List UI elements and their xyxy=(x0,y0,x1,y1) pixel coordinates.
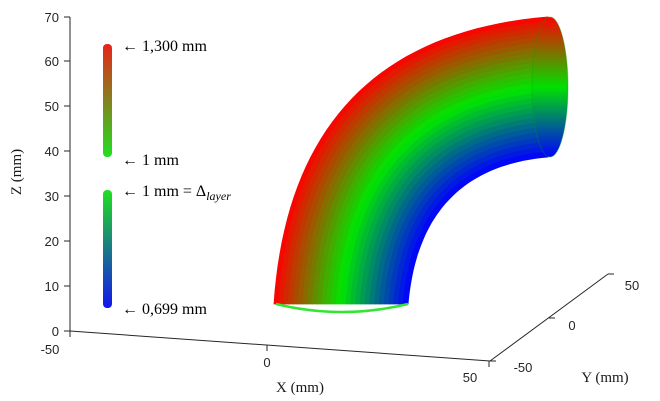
colorbar-bottom-max-label-main: ← 1 mm = Δ xyxy=(122,183,206,200)
pipe-end-cap xyxy=(532,17,568,157)
z-tick-label: 50 xyxy=(45,99,59,114)
z-axis-label: Z (mm) xyxy=(9,149,25,195)
colorbar-bottom-max-label-sub: layer xyxy=(206,189,231,203)
colorbar-top xyxy=(103,44,112,157)
x-tick-label: 0 xyxy=(263,355,270,370)
pipe-surface xyxy=(273,16,549,305)
z-ticks: 0 10 20 30 40 50 60 70 xyxy=(45,10,70,339)
y-ticks: -50 0 50 xyxy=(490,273,639,375)
colorbar-bottom xyxy=(103,190,112,308)
colorbar-top-min-label: ← 1 mm xyxy=(122,152,179,169)
z-tick-label: 30 xyxy=(45,189,59,204)
z-tick-label: 10 xyxy=(45,279,59,294)
colorbar-top-max-label: ← 1,300 mm xyxy=(122,38,207,55)
z-tick-label: 70 xyxy=(45,10,59,25)
x-ticks: -50 0 50 xyxy=(41,331,490,385)
y-axis-label: Y (mm) xyxy=(581,370,628,386)
colorbar-bottom-max-label: ← 1 mm = Δlayer xyxy=(122,183,231,203)
x-tick-label: 50 xyxy=(463,370,477,385)
pipe-end-rim xyxy=(531,16,569,158)
z-tick-label: 20 xyxy=(45,234,59,249)
y-tick-label: 0 xyxy=(568,318,575,333)
colorbar-bottom-min-label: ← 0,699 mm xyxy=(122,301,207,318)
y-tick-label: -50 xyxy=(514,360,533,375)
x-axis-label: X (mm) xyxy=(276,380,324,396)
pipe-surface-strip xyxy=(402,151,549,305)
pipe-bottom-rim xyxy=(275,302,409,314)
z-tick-label: 60 xyxy=(45,54,59,69)
z-tick-label: 40 xyxy=(45,144,59,159)
y-tick-label: 50 xyxy=(625,278,639,293)
z-tick-label: 0 xyxy=(52,324,59,339)
x-axis-line xyxy=(69,330,491,362)
x-tick-label: -50 xyxy=(41,342,60,357)
